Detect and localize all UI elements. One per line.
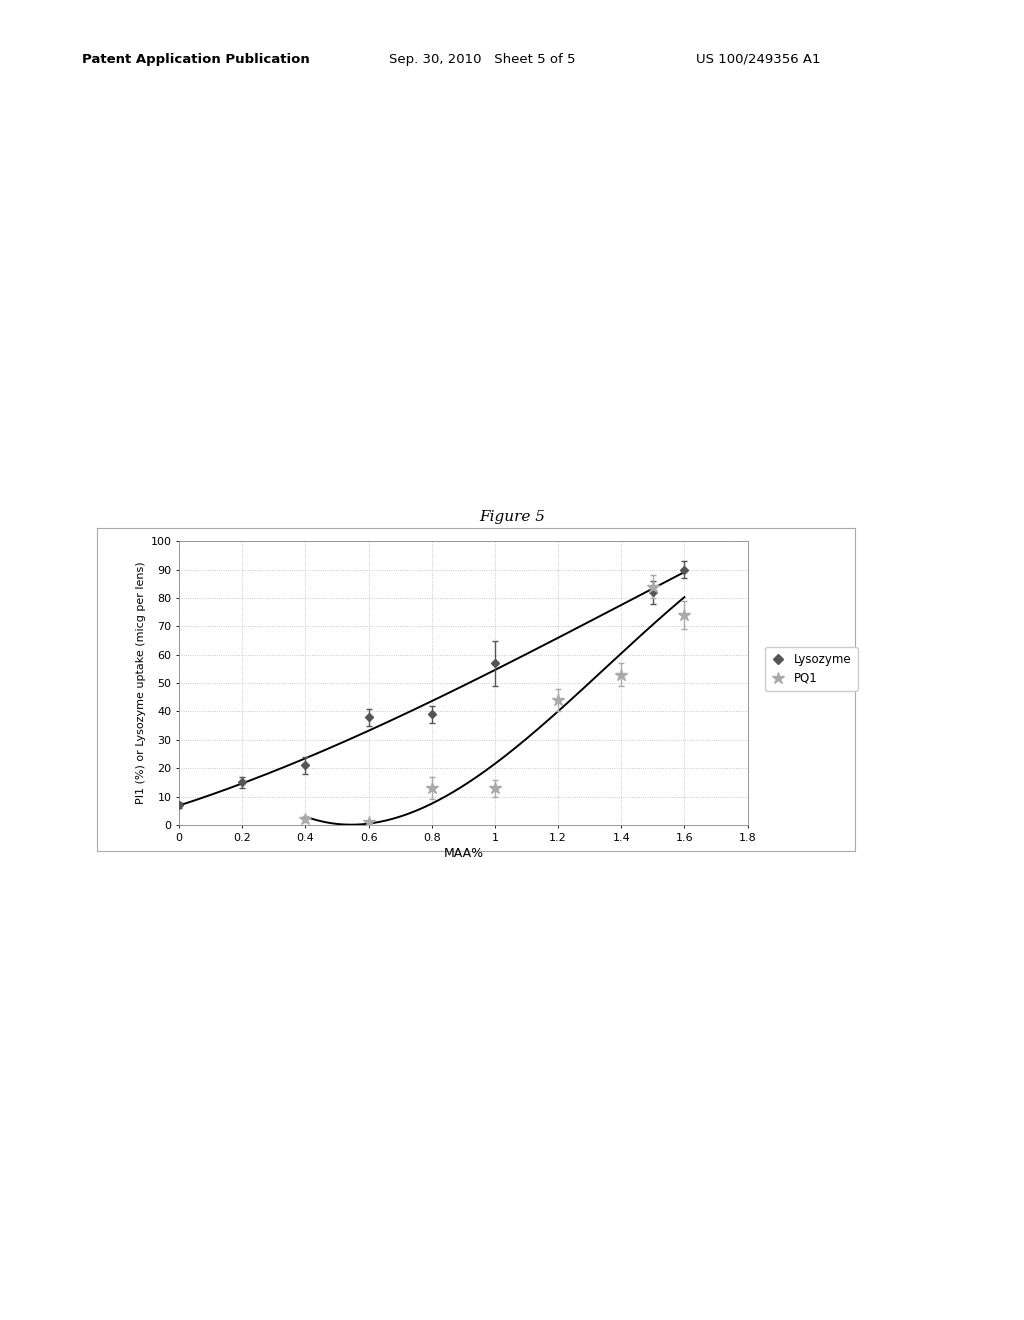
- Y-axis label: PI1 (%) or Lysozyme uptake (micg per lens): PI1 (%) or Lysozyme uptake (micg per len…: [136, 562, 146, 804]
- Text: Patent Application Publication: Patent Application Publication: [82, 53, 309, 66]
- Legend: Lysozyme, PQ1: Lysozyme, PQ1: [765, 647, 858, 690]
- Text: Figure 5: Figure 5: [479, 511, 545, 524]
- Text: Sep. 30, 2010   Sheet 5 of 5: Sep. 30, 2010 Sheet 5 of 5: [389, 53, 575, 66]
- Text: US 100/249356 A1: US 100/249356 A1: [696, 53, 821, 66]
- X-axis label: MAA%: MAA%: [443, 847, 483, 859]
